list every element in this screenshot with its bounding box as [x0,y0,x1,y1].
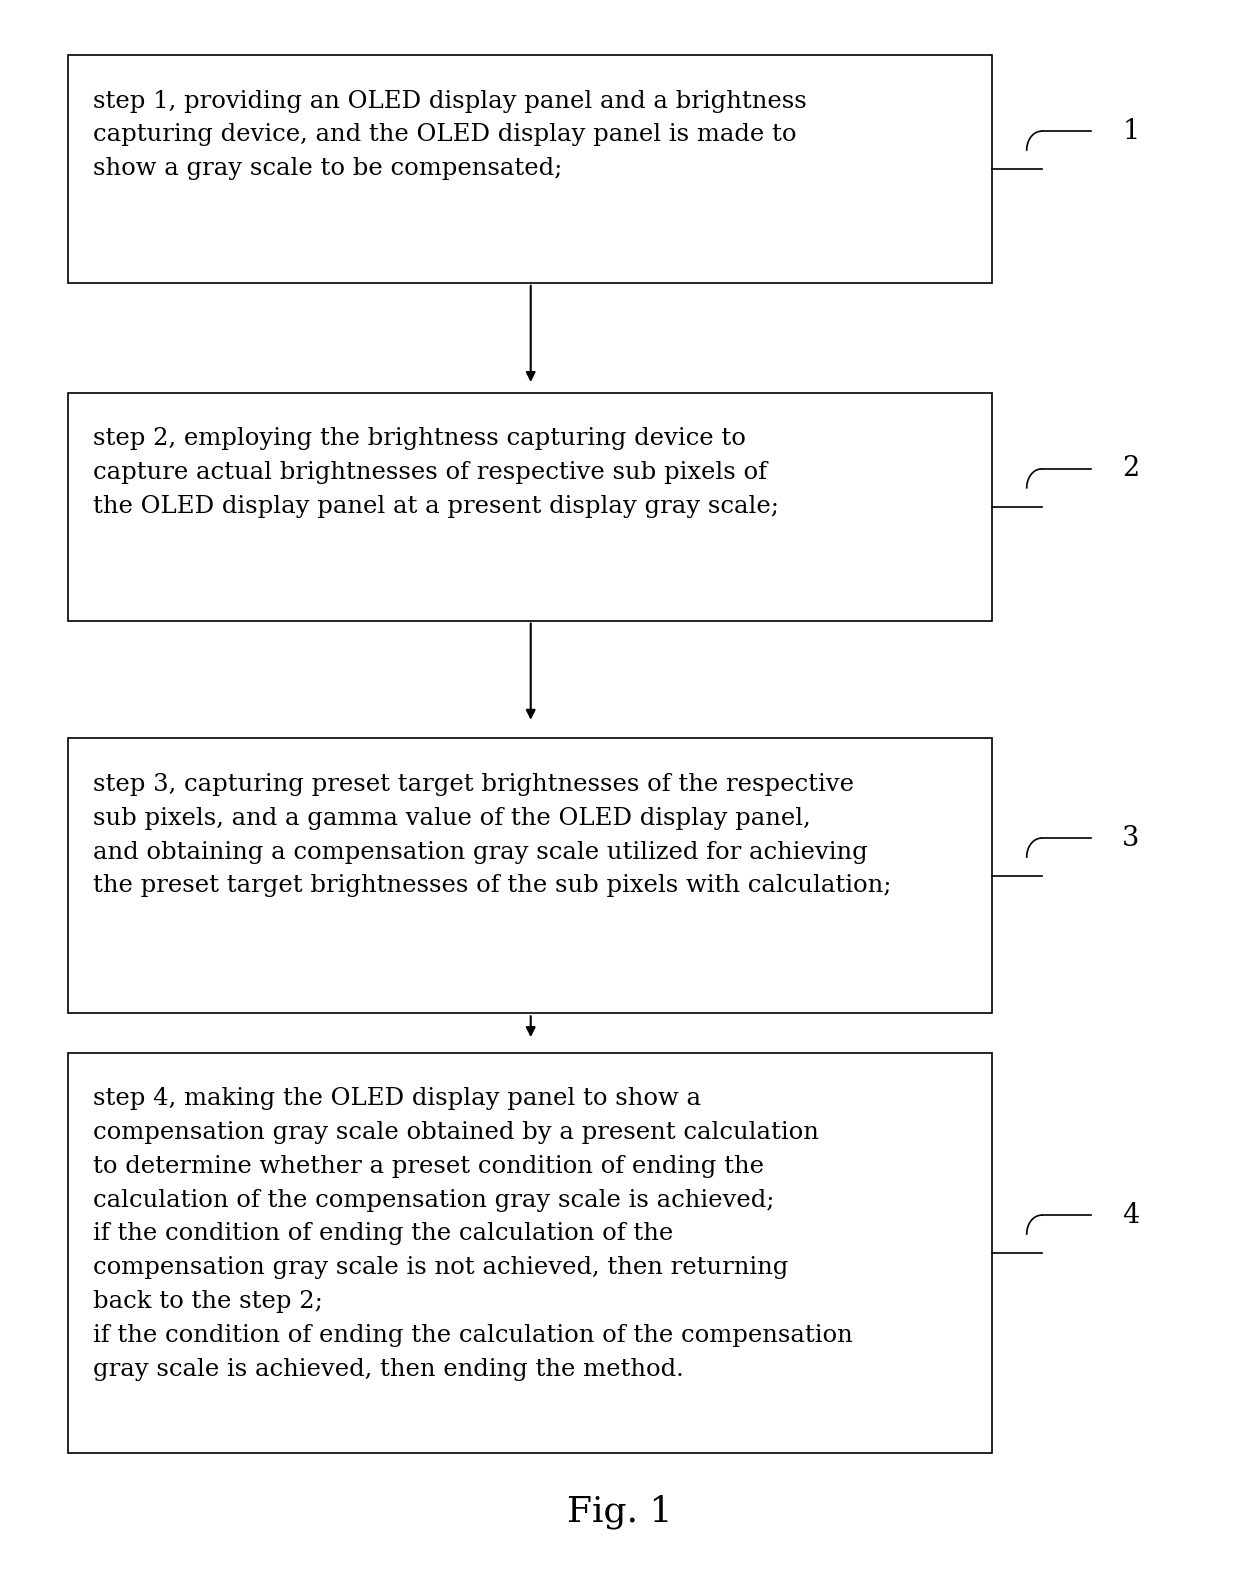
Bar [68,393,992,621]
Text: 1: 1 [1122,118,1140,145]
Bar [68,55,992,283]
Text: step 1, providing an OLED display panel and a brightness
capturing device, and t: step 1, providing an OLED display panel … [93,90,807,181]
Text: Fig. 1: Fig. 1 [567,1494,673,1529]
Bar [68,1053,992,1453]
Text: step 2, employing the brightness capturing device to
capture actual brightnesses: step 2, employing the brightness capturi… [93,427,779,518]
Text: step 4, making the OLED display panel to show a
compensation gray scale obtained: step 4, making the OLED display panel to… [93,1087,853,1381]
Bar [68,738,992,1013]
Text: 4: 4 [1122,1202,1140,1229]
Text: 2: 2 [1122,456,1140,482]
Text: step 3, capturing preset target brightnesses of the respective
sub pixels, and a: step 3, capturing preset target brightne… [93,773,892,897]
Text: 3: 3 [1122,825,1140,851]
